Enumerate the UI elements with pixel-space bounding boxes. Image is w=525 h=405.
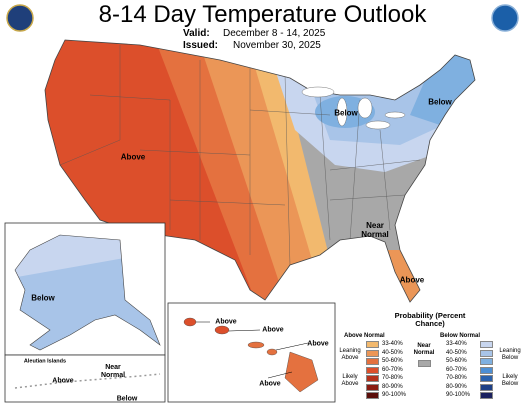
- legend-bin-label: 40-50%: [382, 349, 403, 356]
- legend-swatch: [366, 383, 379, 391]
- legend-note: Leaning Above: [339, 348, 361, 361]
- legend-swatch: [366, 341, 379, 348]
- valid-date: December 8 - 14, 2025: [223, 28, 326, 39]
- region: [15, 235, 160, 280]
- legend-swatch: [366, 349, 379, 357]
- legend-swatch: [418, 360, 431, 367]
- map-label: Above: [120, 152, 146, 162]
- legend-bin-label: 90-100%: [382, 392, 407, 398]
- map-label: Below: [334, 108, 358, 118]
- island: [183, 317, 197, 327]
- legend-bin-label: 40-50%: [446, 349, 467, 356]
- legend-bin-label: 50-60%: [382, 358, 403, 364]
- map-label: Aleutian Islands: [23, 358, 67, 365]
- legend-bin-label: 70-80%: [446, 375, 467, 381]
- legend-swatch: [480, 341, 493, 348]
- issued-label: Issued:: [183, 40, 219, 51]
- map-label: Above: [215, 318, 237, 326]
- map-label: Above: [259, 380, 281, 388]
- legend-bin-label: 60-70%: [446, 366, 467, 373]
- legend-title: Probability (Percent Chance): [394, 311, 466, 328]
- legend-bin-label: 50-60%: [446, 358, 467, 364]
- legend-near-title: Near Normal: [413, 343, 435, 356]
- legend-bin-label: 80-90%: [446, 383, 467, 390]
- legend-note: Likely Below: [501, 374, 519, 387]
- map-label: Near Normal: [100, 364, 126, 379]
- legend-bin-label: 33-40%: [446, 341, 467, 347]
- legend-swatch: [480, 366, 493, 374]
- issued-date: November 30, 2025: [233, 40, 321, 51]
- island: [247, 341, 265, 349]
- map-label: Below: [116, 395, 138, 403]
- legend-note: Leaning Below: [499, 348, 521, 361]
- map-label: Above: [307, 340, 329, 348]
- legend-note: Likely Above: [341, 374, 359, 387]
- legend-swatch: [366, 358, 379, 365]
- legend-bin-label: 70-80%: [382, 375, 403, 381]
- map-label: Above: [262, 326, 284, 334]
- legend-swatch: [480, 392, 493, 399]
- legend-below-title: Below Normal: [440, 333, 481, 339]
- legend-swatch: [480, 383, 493, 391]
- map-label: Near Normal: [361, 221, 389, 239]
- legend-bin-label: 90-100%: [446, 392, 471, 398]
- legend-swatch: [366, 392, 379, 399]
- legend-swatch: [366, 366, 379, 374]
- legend-swatch: [480, 375, 493, 382]
- valid-label: Valid:: [183, 28, 210, 39]
- legend-swatch: [366, 375, 379, 382]
- title: 8-14 Day Temperature Outlook: [98, 1, 427, 28]
- legend-swatch: [480, 349, 493, 357]
- map-label: Above: [52, 377, 74, 385]
- island: [214, 325, 230, 335]
- map-label: Above: [399, 275, 425, 285]
- legend-bin-label: 80-90%: [382, 383, 403, 390]
- map-label: Below: [31, 293, 55, 303]
- legend-bin-label: 33-40%: [382, 341, 403, 347]
- legend-bin-label: 60-70%: [382, 366, 403, 373]
- legend-swatch: [480, 358, 493, 365]
- map-label: Below: [428, 97, 452, 107]
- legend-above-title: Above Normal: [344, 333, 385, 339]
- island: [266, 348, 278, 356]
